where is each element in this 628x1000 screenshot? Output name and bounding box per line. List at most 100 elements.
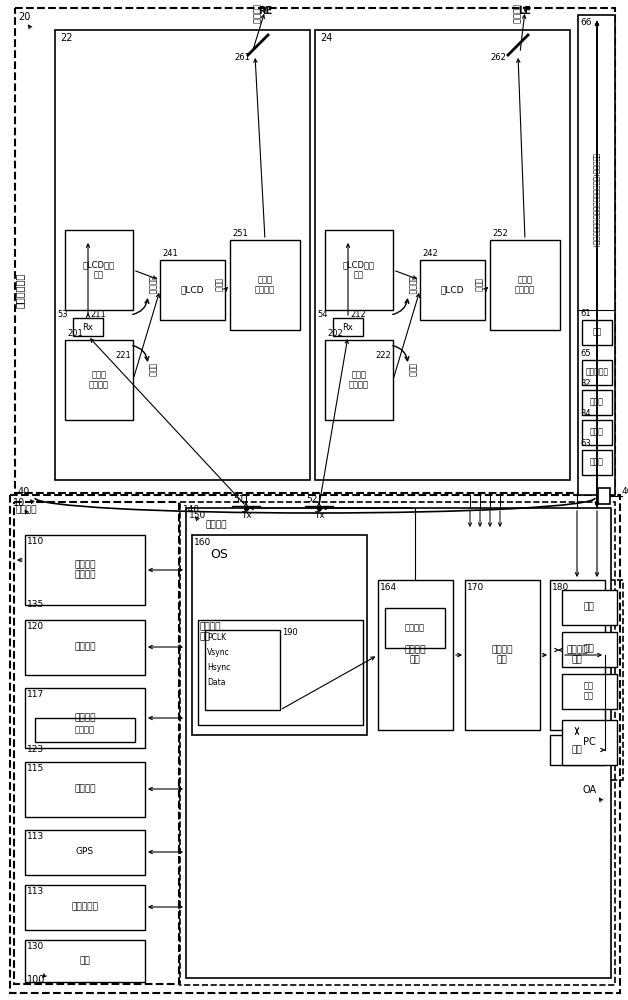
Text: 40: 40 — [18, 487, 30, 497]
Text: 控制信号: 控制信号 — [148, 276, 156, 294]
Text: 160: 160 — [194, 538, 211, 547]
Text: 左背光
控制单元: 左背光 控制单元 — [349, 370, 369, 390]
Text: 九轴传感器(加速度三轴、角速度三轴、地磁三轴): 九轴传感器(加速度三轴、角速度三轴、地磁三轴) — [593, 153, 599, 247]
Bar — [325, 230, 393, 310]
Text: 113: 113 — [27, 887, 44, 896]
Bar — [582, 420, 612, 445]
Text: PC: PC — [583, 737, 595, 747]
Bar — [582, 390, 612, 415]
Text: 右背光
控制单元: 右背光 控制单元 — [89, 370, 109, 390]
Text: 164: 164 — [380, 583, 397, 592]
Text: 34: 34 — [580, 409, 590, 418]
Text: 存储单元: 存储单元 — [74, 714, 95, 722]
Bar — [582, 360, 612, 385]
Bar — [205, 630, 280, 710]
Text: 66: 66 — [580, 18, 592, 27]
Text: 53: 53 — [57, 310, 68, 319]
Text: 控制装置: 控制装置 — [16, 505, 38, 514]
Text: Tx: Tx — [241, 512, 251, 520]
Text: 150: 150 — [189, 511, 206, 520]
Text: 分割控制
单元: 分割控制 单元 — [491, 645, 512, 665]
Bar — [378, 580, 453, 730]
Text: 图像光: 图像光 — [474, 278, 482, 292]
Text: LE: LE — [519, 6, 531, 16]
Text: 113: 113 — [27, 832, 44, 841]
Bar — [333, 318, 363, 336]
Text: 左LCD控制
单元: 左LCD控制 单元 — [343, 260, 375, 280]
Text: 115: 115 — [27, 764, 44, 773]
Text: 左导光板: 左导光板 — [511, 4, 520, 24]
Text: Hsync: Hsync — [207, 663, 230, 672]
Text: 221: 221 — [115, 351, 131, 360]
Bar — [192, 535, 367, 735]
Text: 201: 201 — [67, 329, 83, 338]
Text: 右投影
光学系统: 右投影 光学系统 — [255, 275, 275, 295]
Text: 211: 211 — [90, 310, 106, 319]
Bar — [550, 580, 605, 730]
Bar — [562, 590, 617, 625]
Text: GPS: GPS — [76, 848, 94, 856]
Text: 241: 241 — [162, 249, 178, 258]
Bar — [550, 735, 605, 765]
Text: 振动传感器: 振动传感器 — [585, 367, 609, 376]
Text: 51: 51 — [233, 495, 244, 504]
Text: OA: OA — [583, 785, 597, 795]
Text: 120: 120 — [27, 622, 44, 631]
Text: 游戏: 游戏 — [583, 645, 594, 654]
Bar — [25, 885, 145, 930]
Bar — [14, 502, 179, 984]
Text: 左投影
光学系统: 左投影 光学系统 — [515, 275, 535, 295]
Bar — [73, 318, 103, 336]
Text: 212: 212 — [350, 310, 365, 319]
Text: 20: 20 — [18, 12, 30, 22]
Text: 252: 252 — [492, 229, 508, 238]
Text: 左LCD: 左LCD — [440, 286, 463, 294]
Text: 242: 242 — [422, 249, 438, 258]
Bar — [385, 608, 445, 648]
Bar — [65, 230, 133, 310]
Text: 54: 54 — [317, 310, 327, 319]
Bar — [35, 718, 135, 742]
Bar — [490, 240, 560, 330]
Bar — [598, 488, 610, 504]
Text: 内容: 内容 — [583, 602, 594, 611]
Text: Rx: Rx — [342, 322, 354, 332]
Bar — [232, 506, 260, 526]
Text: 110: 110 — [27, 537, 44, 546]
Text: 117: 117 — [27, 690, 44, 699]
Bar — [420, 260, 485, 320]
Text: 图像光: 图像光 — [214, 278, 222, 292]
Bar — [465, 580, 540, 730]
Text: Data: Data — [207, 678, 225, 687]
Text: 相机: 相机 — [592, 328, 602, 336]
Text: 接口: 接口 — [571, 746, 582, 754]
Text: 通信单元: 通信单元 — [74, 784, 95, 794]
Text: 右LCD: 右LCD — [180, 286, 203, 294]
Text: 130: 130 — [27, 942, 44, 951]
Text: 140: 140 — [183, 505, 200, 514]
Bar — [562, 720, 617, 765]
Text: 251: 251 — [232, 229, 248, 238]
Bar — [25, 762, 145, 817]
Bar — [10, 495, 620, 993]
Text: 123: 123 — [27, 745, 44, 754]
Bar — [25, 620, 145, 675]
Bar — [555, 580, 623, 780]
Bar — [25, 688, 145, 748]
Text: 输入信息
获取单元: 输入信息 获取单元 — [74, 560, 95, 580]
Bar — [55, 30, 310, 480]
Text: 图像显示单元: 图像显示单元 — [15, 272, 25, 308]
Text: 警告
电话: 警告 电话 — [584, 681, 594, 701]
Text: 202: 202 — [327, 329, 343, 338]
Text: OS: OS — [210, 548, 228, 561]
Bar — [325, 340, 393, 420]
Bar — [582, 450, 612, 475]
Text: PCLK: PCLK — [207, 633, 226, 642]
Text: Tx: Tx — [313, 512, 325, 520]
Text: 65: 65 — [580, 349, 590, 358]
Text: 三轴传感器: 三轴传感器 — [72, 902, 99, 912]
Text: RE: RE — [258, 6, 272, 16]
Text: 右导光板: 右导光板 — [251, 4, 260, 24]
Text: 170: 170 — [467, 583, 484, 592]
Text: 222: 222 — [375, 351, 391, 360]
